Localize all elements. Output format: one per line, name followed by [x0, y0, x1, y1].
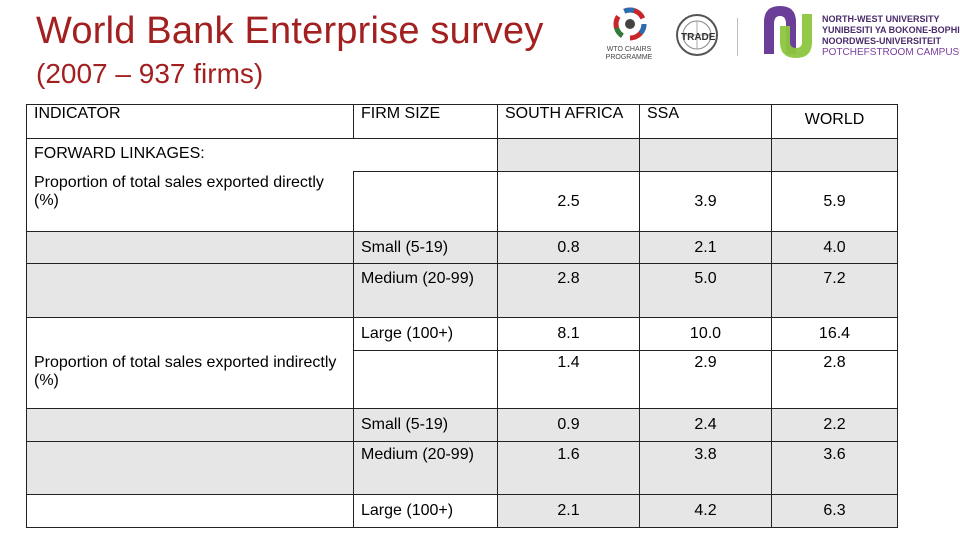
world-value: 7.2: [771, 263, 898, 318]
sa-value: 0.9: [497, 408, 640, 442]
trade-logo-icon: [676, 14, 718, 56]
ssa-value: 3.9: [639, 171, 772, 232]
indicator-cell: [26, 408, 354, 442]
ssa-value: 2.4: [639, 408, 772, 442]
world-value: 4.0: [771, 231, 898, 264]
table-row: Proportion of total sales exported direc…: [26, 171, 898, 232]
sa-value: 1.6: [497, 441, 640, 495]
indicator-cell: Proportion of total sales exported direc…: [26, 171, 354, 232]
sa-value: 2.5: [497, 171, 640, 232]
logo-divider: [737, 18, 738, 56]
page-subtitle: (2007 – 937 firms): [36, 58, 264, 89]
size-cell: Medium (20-99): [353, 441, 498, 495]
survey-table: INDICATOR FIRM SIZE SOUTH AFRICA SSA WOR…: [26, 104, 898, 528]
indicator-cell: [26, 494, 354, 528]
ssa-value: 3.8: [639, 441, 772, 495]
table-row: Medium (20-99) 1.6 3.8 3.6: [26, 441, 898, 495]
indicator-cell: [26, 263, 354, 318]
world-value: 16.4: [771, 317, 898, 351]
header-indicator: INDICATOR: [26, 104, 354, 139]
section-row: FORWARD LINKAGES:: [26, 138, 898, 172]
logo-bar: WTO CHAIRS PROGRAMME TRADE NORTH-WEST UN…: [592, 0, 960, 80]
world-value: 2.8: [771, 350, 898, 409]
wto-chairs-logo-icon: [613, 7, 647, 41]
size-cell: Small (5-19): [353, 231, 498, 264]
ssa-value: 4.2: [639, 494, 772, 528]
world-value: 6.3: [771, 494, 898, 528]
ssa-value: 2.1: [639, 231, 772, 264]
indicator-cell: Proportion of total sales exported indir…: [26, 350, 354, 409]
world-value: 2.2: [771, 408, 898, 442]
table-row: Medium (20-99) 2.8 5.0 7.2: [26, 263, 898, 318]
world-value: 3.6: [771, 441, 898, 495]
header-ssa: SSA: [639, 104, 772, 139]
table-row: Small (5-19) 0.8 2.1 4.0: [26, 231, 898, 264]
size-cell: Medium (20-99): [353, 263, 498, 318]
sa-value: 1.4: [497, 350, 640, 409]
sa-value: 2.8: [497, 263, 640, 318]
header-south-africa: SOUTH AFRICA: [497, 104, 640, 139]
sa-value: 2.1: [497, 494, 640, 528]
size-cell: Small (5-19): [353, 408, 498, 442]
table-cell: [771, 138, 898, 172]
table-row: Large (100+) 2.1 4.2 6.3: [26, 494, 898, 528]
ssa-value: 10.0: [639, 317, 772, 351]
ssa-value: 2.9: [639, 350, 772, 409]
header-firm-size: FIRM SIZE: [353, 104, 498, 139]
nwu-name: NORTH-WEST UNIVERSITY YUNIBESITI YA BOKO…: [822, 14, 960, 58]
indicator-cell: [26, 441, 354, 495]
table-cell: [497, 138, 640, 172]
section-label: FORWARD LINKAGES:: [26, 138, 498, 172]
size-cell: [353, 171, 498, 232]
size-cell: Large (100+): [353, 317, 498, 351]
sa-value: 8.1: [497, 317, 640, 351]
indicator-cell: [26, 231, 354, 264]
table-row: Small (5-19) 0.9 2.4 2.2: [26, 408, 898, 442]
size-cell: Large (100+): [353, 494, 498, 528]
indicator-cell: [26, 317, 354, 351]
world-value: 5.9: [771, 171, 898, 232]
table-row: Proportion of total sales exported indir…: [26, 350, 898, 409]
sa-value: 0.8: [497, 231, 640, 264]
table-cell: [639, 138, 772, 172]
table-row: Large (100+) 8.1 10.0 16.4: [26, 317, 898, 351]
trade-label: TRADE: [681, 32, 716, 43]
header-world: WORLD: [771, 104, 898, 139]
wto-caption: WTO CHAIRS PROGRAMME: [605, 46, 653, 61]
ssa-value: 5.0: [639, 263, 772, 318]
page-title: World Bank Enterprise survey: [36, 10, 544, 52]
size-cell: [353, 350, 498, 409]
table-header-row: INDICATOR FIRM SIZE SOUTH AFRICA SSA WOR…: [26, 104, 898, 139]
nwu-logo-icon: [764, 6, 812, 58]
